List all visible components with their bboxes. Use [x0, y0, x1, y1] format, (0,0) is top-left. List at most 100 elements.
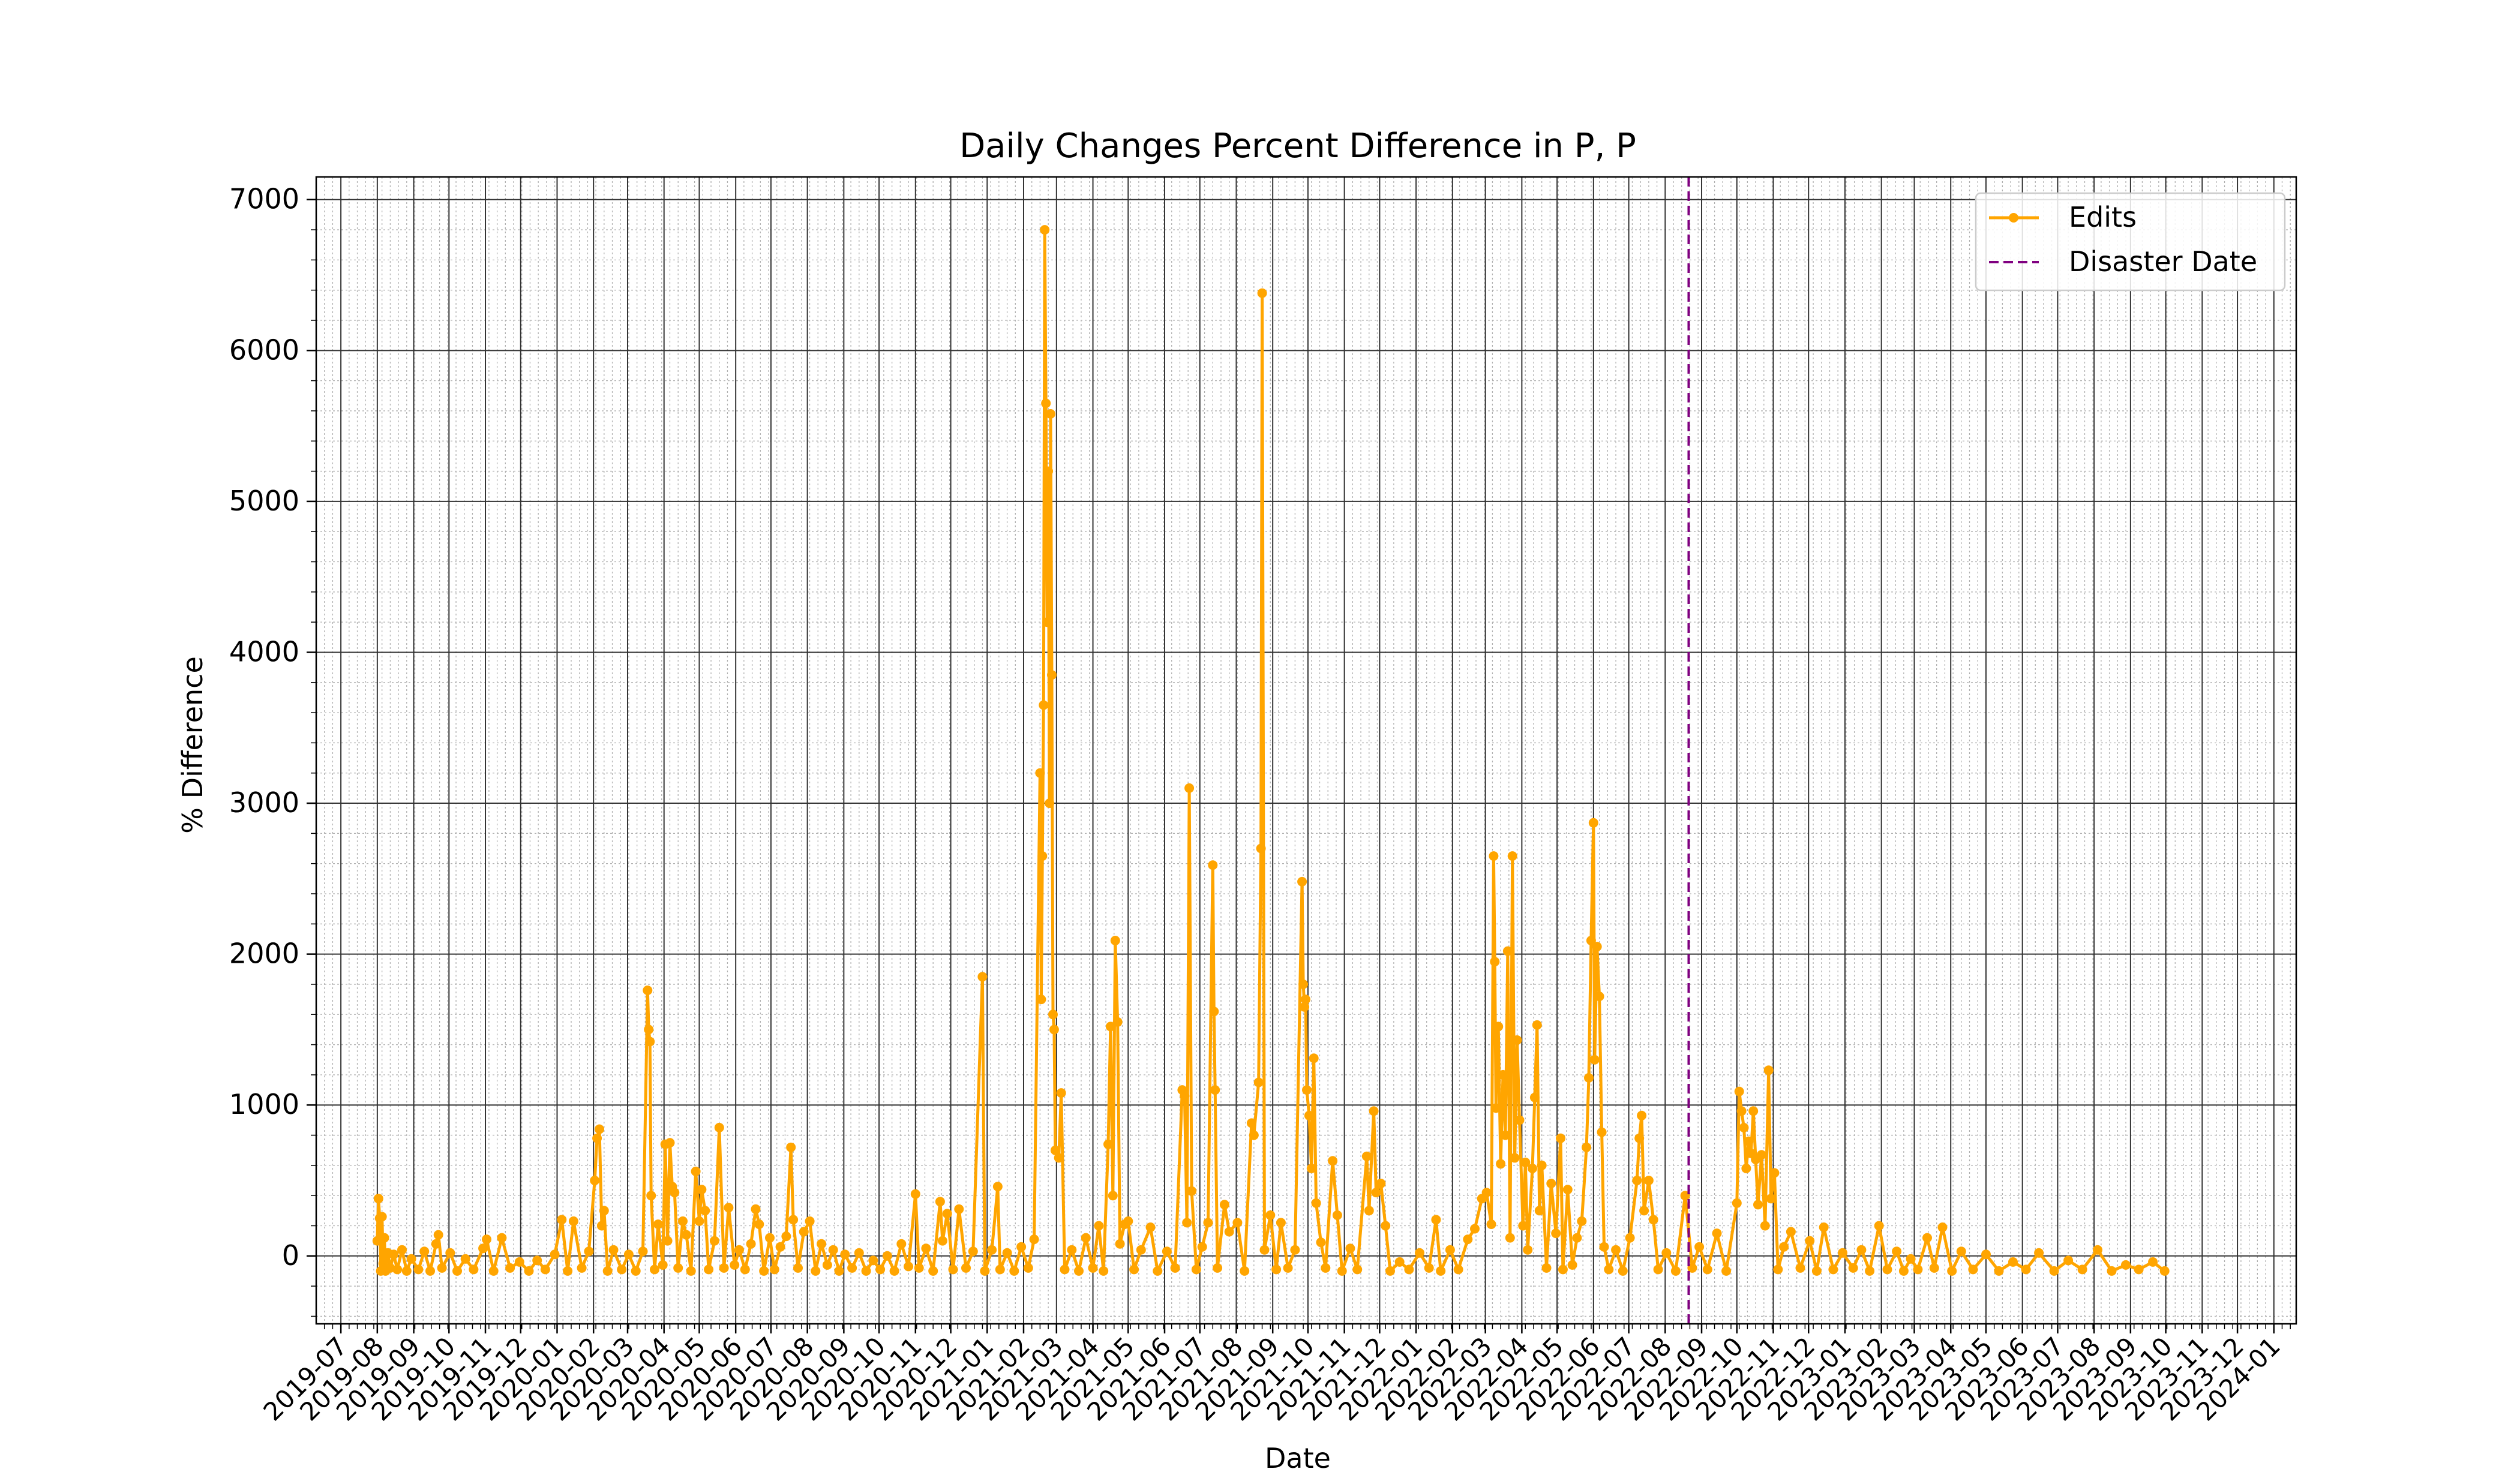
data-point — [704, 1264, 714, 1275]
data-point — [954, 1204, 964, 1214]
data-point — [730, 1260, 740, 1270]
data-point — [1436, 1266, 1446, 1276]
y-tick-label: 0 — [282, 1239, 299, 1272]
data-point — [1029, 1234, 1039, 1245]
data-point — [961, 1263, 971, 1273]
data-point — [1298, 979, 1309, 989]
data-point — [1203, 1218, 1213, 1228]
data-point — [638, 1246, 648, 1257]
data-point — [1352, 1264, 1363, 1275]
series-layer — [372, 225, 2170, 1276]
data-point — [1491, 1103, 1501, 1113]
data-point — [875, 1264, 886, 1275]
data-point — [889, 1266, 899, 1276]
data-point — [617, 1264, 627, 1275]
data-point — [497, 1233, 507, 1243]
data-point — [1618, 1266, 1628, 1276]
data-point — [540, 1264, 550, 1275]
data-point — [437, 1263, 447, 1273]
data-point — [524, 1266, 534, 1276]
data-point — [419, 1246, 430, 1257]
data-point — [1892, 1246, 1902, 1257]
data-point — [1197, 1242, 1207, 1252]
data-point — [379, 1233, 389, 1243]
data-point — [896, 1239, 907, 1249]
data-point — [1463, 1234, 1473, 1245]
data-point — [1224, 1227, 1234, 1237]
data-point — [645, 1037, 655, 1047]
data-point — [681, 1230, 691, 1240]
data-point — [1136, 1245, 1146, 1255]
data-point — [1498, 1070, 1508, 1080]
data-point — [590, 1176, 600, 1185]
data-point — [452, 1266, 462, 1276]
data-point — [914, 1263, 924, 1273]
data-point — [1968, 1264, 1978, 1275]
data-point — [401, 1266, 412, 1276]
legend-label-edits: Edits — [2069, 201, 2137, 233]
data-point — [935, 1197, 945, 1207]
data-point — [1632, 1176, 1642, 1185]
data-point — [2077, 1264, 2087, 1275]
data-point — [1567, 1260, 1577, 1270]
data-point — [719, 1263, 729, 1273]
data-point — [1582, 1142, 1592, 1152]
data-point — [1599, 1242, 1609, 1252]
data-point — [1748, 1106, 1759, 1116]
data-point — [799, 1227, 809, 1237]
data-point — [854, 1248, 864, 1258]
data-point — [805, 1216, 815, 1226]
data-point — [1145, 1222, 1156, 1232]
data-point — [563, 1266, 573, 1276]
y-tick-label: 4000 — [229, 635, 299, 668]
data-point — [1297, 876, 1307, 887]
data-point — [2049, 1266, 2059, 1276]
data-point — [1922, 1233, 1932, 1243]
data-point — [1648, 1215, 1658, 1225]
data-point — [406, 1254, 416, 1264]
data-point — [1486, 1219, 1496, 1229]
data-point — [1256, 843, 1266, 854]
data-point — [811, 1266, 821, 1276]
data-point — [2021, 1264, 2031, 1275]
data-point — [1369, 1106, 1379, 1116]
data-point — [488, 1266, 499, 1276]
data-point — [1115, 1239, 1125, 1249]
data-point — [942, 1209, 952, 1219]
data-point — [686, 1266, 696, 1276]
y-tick-label: 2000 — [229, 938, 299, 970]
data-point — [1805, 1236, 1815, 1246]
data-point — [1913, 1264, 1923, 1275]
data-point — [1180, 1091, 1190, 1101]
data-point — [1040, 225, 1050, 235]
data-point — [1311, 1198, 1321, 1208]
data-point — [1512, 1035, 1522, 1045]
data-point — [1493, 1022, 1504, 1032]
data-point — [980, 1266, 990, 1276]
data-point — [1371, 1188, 1381, 1198]
data-point — [2134, 1264, 2144, 1275]
data-point — [868, 1255, 878, 1266]
data-point — [1191, 1264, 1201, 1275]
data-point — [1532, 1020, 1542, 1030]
data-point — [697, 1185, 707, 1195]
data-point — [995, 1264, 1005, 1275]
data-point — [392, 1264, 403, 1275]
data-point — [840, 1249, 850, 1260]
data-point — [658, 1260, 668, 1270]
data-point — [847, 1263, 857, 1273]
data-point — [514, 1257, 524, 1267]
data-point — [834, 1266, 844, 1276]
data-point — [665, 1138, 675, 1148]
data-point — [1276, 1218, 1286, 1228]
data-point — [1505, 1233, 1515, 1243]
data-point — [2008, 1257, 2018, 1267]
data-point — [1316, 1237, 1326, 1248]
data-point — [709, 1236, 719, 1246]
data-point — [1337, 1266, 1347, 1276]
data-point — [1453, 1264, 1463, 1275]
data-point — [1376, 1179, 1386, 1188]
data-point — [1060, 1264, 1070, 1275]
data-point — [1415, 1248, 1424, 1258]
